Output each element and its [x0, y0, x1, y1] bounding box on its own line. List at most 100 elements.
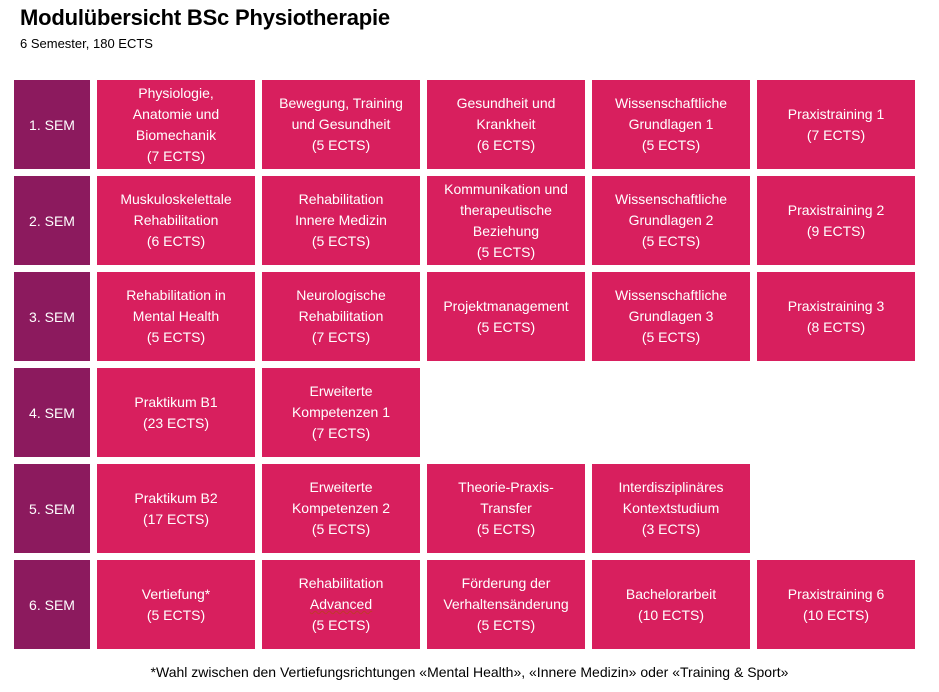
module-tile: Kommunikation und therapeutische Beziehung…	[427, 176, 585, 265]
module-tile: Wissenschaftliche Grundlagen 1 (5 ECTS)	[592, 80, 750, 169]
module-name-line: Praktikum B1	[134, 393, 218, 410]
module-tile: Praxistraining 6 (10 ECTS)	[757, 560, 915, 649]
module-name-line: Wissenschaftliche	[614, 95, 728, 111]
empty-cell	[757, 464, 915, 553]
module-tile: Neurologische Rehabilitation (7 ECTS)	[262, 272, 420, 361]
semester-label: 1. SEM	[14, 80, 90, 169]
module-tile: Praktikum B1 (23 ECTS)	[97, 368, 255, 457]
module-ects: (5 ECTS)	[476, 521, 536, 537]
module-name-line: therapeutische	[460, 201, 552, 218]
module-ects: (7 ECTS)	[311, 425, 371, 441]
module-ects: (23 ECTS)	[142, 414, 210, 431]
module-tile: Praxistraining 1 (7 ECTS)	[757, 80, 915, 169]
module-tile: Theorie-Praxis- Transfer (5 ECTS)	[427, 464, 585, 553]
module-name-line: Praxistraining 1	[787, 105, 885, 122]
module-ects: (6 ECTS)	[146, 233, 206, 249]
module-name-line: Erweiterte	[309, 479, 373, 495]
page-title: Modulübersicht BSc Physiotherapie	[20, 5, 390, 30]
module-name-line: Krankheit	[476, 116, 536, 132]
module-tile: Praktikum B2 (17 ECTS)	[97, 464, 255, 553]
module-ects: (5 ECTS)	[641, 233, 701, 249]
module-name-line: Vertiefung*	[141, 585, 211, 602]
module-name-line: Rehabilitation	[298, 575, 384, 591]
module-name-line: Innere Medizin	[295, 212, 387, 228]
module-name-line: Kontextstudium	[622, 500, 720, 516]
module-ects: (7 ECTS)	[311, 329, 371, 345]
semester-label: 3. SEM	[14, 272, 90, 361]
module-tile: Wissenschaftliche Grundlagen 2 (5 ECTS)	[592, 176, 750, 265]
module-ects: (5 ECTS)	[146, 329, 206, 345]
module-ects: (5 ECTS)	[476, 318, 536, 335]
module-name-line: Kompetenzen 2	[291, 500, 391, 516]
module-tile: Interdisziplinäres Kontextstudium (3 ECTS)	[592, 464, 750, 553]
module-tile: Bachelorarbeit (10 ECTS)	[592, 560, 750, 649]
module-name-line: Anatomie und	[132, 105, 220, 122]
module-name-line: Theorie-Praxis-	[458, 479, 554, 495]
module-ects: (5 ECTS)	[476, 617, 536, 633]
module-tile: Rehabilitation in Mental Health (5 ECTS)	[97, 272, 255, 361]
module-name-line: Rehabilitation	[298, 191, 384, 207]
module-name-line: Grundlagen 1	[628, 116, 714, 132]
footnote: *Wahl zwischen den Vertiefungsrichtungen…	[150, 664, 789, 680]
module-name-line: Beziehung	[472, 222, 540, 239]
module-name-line: Biomechanik	[135, 126, 217, 143]
module-name-line: Advanced	[309, 596, 373, 612]
module-name-line: Erweiterte	[309, 383, 373, 399]
module-ects: (17 ECTS)	[142, 510, 210, 527]
empty-cell	[592, 368, 750, 457]
module-name-line: Physiologie,	[138, 84, 214, 101]
module-tile: Rehabilitation Advanced (5 ECTS)	[262, 560, 420, 649]
module-tile: Erweiterte Kompetenzen 2 (5 ECTS)	[262, 464, 420, 553]
module-name-line: Grundlagen 3	[628, 308, 714, 324]
module-tile: Muskuloskelettale Rehabilitation (6 ECTS)	[97, 176, 255, 265]
module-ects: (7 ECTS)	[806, 126, 866, 143]
module-name-line: Interdisziplinäres	[618, 479, 724, 495]
module-tile: Rehabilitation Innere Medizin (5 ECTS)	[262, 176, 420, 265]
module-ects: (5 ECTS)	[311, 233, 371, 249]
module-tile: Gesundheit und Krankheit (6 ECTS)	[427, 80, 585, 169]
module-name-line: Rehabilitation	[133, 212, 219, 228]
module-ects: (8 ECTS)	[806, 318, 866, 335]
module-ects: (5 ECTS)	[641, 329, 701, 345]
module-name-line: Bachelorarbeit	[625, 585, 717, 602]
module-name-line: Praxistraining 2	[787, 201, 885, 218]
module-name-line: und Gesundheit	[291, 116, 391, 132]
module-name-line: Muskuloskelettale	[120, 191, 232, 207]
module-tile: Bewegung, Training und Gesundheit (5 ECTS)	[262, 80, 420, 169]
module-tile: Wissenschaftliche Grundlagen 3 (5 ECTS)	[592, 272, 750, 361]
module-name-line: Kommunikation und	[444, 180, 568, 197]
module-ects: (10 ECTS)	[802, 606, 870, 623]
module-ects: (10 ECTS)	[637, 606, 705, 623]
module-name-line: Wissenschaftliche	[614, 287, 728, 303]
module-grid: 1. SEM Physiologie, Anatomie und Biomechani…	[14, 80, 915, 649]
module-tile: Projektmanagement (5 ECTS)	[427, 272, 585, 361]
module-name-line: Bewegung, Training	[279, 95, 403, 111]
module-ects: (6 ECTS)	[476, 137, 536, 153]
module-tile: Praxistraining 2 (9 ECTS)	[757, 176, 915, 265]
empty-cell	[757, 368, 915, 457]
module-name-line: Praxistraining 3	[787, 297, 885, 314]
module-ects: (5 ECTS)	[311, 137, 371, 153]
module-name-line: Gesundheit und	[456, 95, 556, 111]
module-ects: (9 ECTS)	[806, 222, 866, 239]
module-tile: Praxistraining 3 (8 ECTS)	[757, 272, 915, 361]
module-name-line: Rehabilitation in	[126, 287, 226, 303]
module-name-line: Kompetenzen 1	[291, 404, 391, 420]
module-name-line: Wissenschaftliche	[614, 191, 728, 207]
module-name-line: Praktikum B2	[134, 489, 218, 506]
semester-label: 4. SEM	[14, 368, 90, 457]
semester-label: 5. SEM	[14, 464, 90, 553]
module-ects: (7 ECTS)	[146, 147, 206, 164]
module-name-line: Förderung der	[461, 575, 551, 591]
module-ects: (5 ECTS)	[311, 617, 371, 633]
module-ects: (5 ECTS)	[476, 243, 536, 260]
empty-cell	[427, 368, 585, 457]
page-subtitle: 6 Semester, 180 ECTS	[20, 36, 153, 51]
module-tile: Erweiterte Kompetenzen 1 (7 ECTS)	[262, 368, 420, 457]
module-name-line: Praxistraining 6	[787, 585, 885, 602]
module-tile: Physiologie, Anatomie und Biomechanik (7 EC…	[97, 80, 255, 169]
module-ects: (5 ECTS)	[311, 521, 371, 537]
module-ects: (3 ECTS)	[641, 521, 701, 537]
module-ects: (5 ECTS)	[146, 606, 206, 623]
module-tile: Vertiefung* (5 ECTS)	[97, 560, 255, 649]
